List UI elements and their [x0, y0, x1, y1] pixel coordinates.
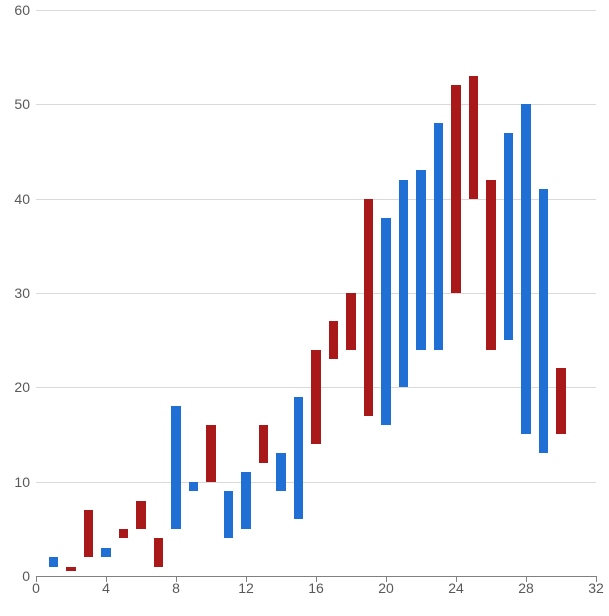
- x-tick-label: 12: [238, 576, 254, 596]
- bar-blue: [434, 123, 443, 349]
- bar-red: [311, 350, 320, 444]
- gridline-y: [36, 10, 596, 11]
- x-tick-label: 24: [448, 576, 464, 596]
- bar-red: [66, 567, 75, 572]
- bar-red: [206, 425, 215, 482]
- bar-blue: [399, 180, 408, 388]
- plot-area: 0102030405060048121620242832: [36, 10, 596, 577]
- bar-blue: [224, 491, 233, 538]
- bar-blue: [171, 406, 180, 529]
- bar-red: [556, 368, 565, 434]
- bar-red: [364, 199, 373, 416]
- x-tick-label: 0: [32, 576, 40, 596]
- y-tick-label: 40: [14, 191, 36, 207]
- bar-red: [154, 538, 163, 566]
- y-tick-label: 10: [14, 474, 36, 490]
- bar-blue: [381, 218, 390, 426]
- x-tick-label: 32: [588, 576, 604, 596]
- bar-blue: [294, 397, 303, 520]
- x-tick-label: 8: [172, 576, 180, 596]
- bar-red: [451, 85, 460, 293]
- bar-blue: [416, 170, 425, 349]
- bar-blue: [539, 189, 548, 453]
- bar-blue: [504, 133, 513, 341]
- x-tick-label: 20: [378, 576, 394, 596]
- bar-red: [486, 180, 495, 350]
- bar-red: [329, 321, 338, 359]
- bar-red: [119, 529, 128, 538]
- bar-red: [469, 76, 478, 199]
- bar-blue: [241, 472, 250, 529]
- bar-blue: [101, 548, 110, 557]
- bar-red: [136, 501, 145, 529]
- x-tick-label: 16: [308, 576, 324, 596]
- y-tick-label: 50: [14, 96, 36, 112]
- bar-blue: [49, 557, 58, 566]
- y-tick-label: 60: [14, 2, 36, 18]
- bar-blue: [276, 453, 285, 491]
- x-tick-label: 28: [518, 576, 534, 596]
- gridline-y: [36, 104, 596, 105]
- bar-red: [84, 510, 93, 557]
- y-tick-label: 20: [14, 379, 36, 395]
- gridline-y: [36, 482, 596, 483]
- y-tick-label: 30: [14, 285, 36, 301]
- bar-blue: [189, 482, 198, 491]
- range-bar-chart: 0102030405060048121620242832: [0, 0, 609, 616]
- bar-red: [259, 425, 268, 463]
- bar-red: [346, 293, 355, 350]
- bar-blue: [521, 104, 530, 434]
- x-tick-label: 4: [102, 576, 110, 596]
